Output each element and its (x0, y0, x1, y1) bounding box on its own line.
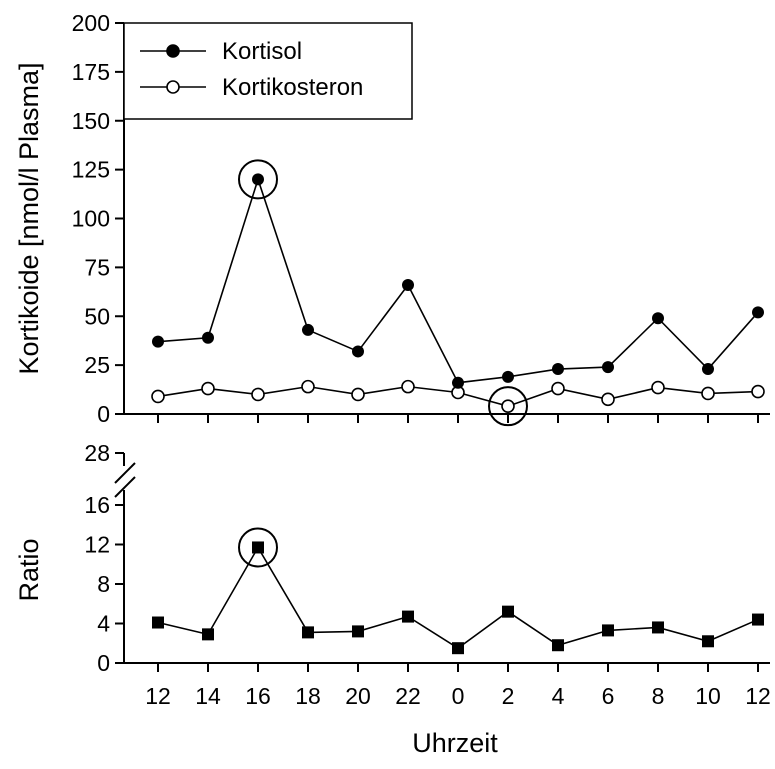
x-tick-label: 18 (295, 683, 321, 709)
kortisol-point (602, 361, 614, 374)
kortikosteron-point (751, 384, 765, 399)
x-tick-label: 6 (602, 683, 615, 709)
legend-kortisol: Kortisol (140, 38, 302, 65)
top-panel: 0 25 50 75 100 125 150 175 200 Kortikoide [nmol/l… (14, 10, 770, 427)
kortisol-point (252, 173, 264, 186)
bottom-y-axis-title: Ratio (14, 538, 44, 601)
bottom-y-tick-label: 28 (84, 440, 110, 466)
x-tick-label: 14 (195, 683, 221, 709)
kortisol-point (202, 331, 214, 344)
legend-kortikosteron-marker (166, 80, 180, 94)
ratio-point (602, 624, 614, 637)
kortisol-line (157, 176, 759, 384)
legend-kortikosteron: Kortikosteron (140, 74, 363, 101)
ratio-point (402, 610, 414, 623)
axis-break-mark (114, 462, 136, 484)
kortisol-point (152, 335, 164, 348)
top-y-tick-label: 25 (84, 352, 110, 378)
kortikosteron-point (501, 399, 515, 413)
x-tick-label: 10 (695, 683, 721, 709)
top-y-tick-label: 50 (84, 303, 110, 329)
x-tick-label: 16 (245, 683, 271, 709)
kortisol-point (752, 306, 764, 319)
x-tick-label: 12 (745, 683, 771, 709)
ratio-point (552, 639, 564, 652)
highlight-ring (238, 527, 278, 568)
kortikosteron-point (301, 379, 315, 394)
kortisol-point (452, 376, 464, 389)
ratio-point (152, 616, 164, 629)
ratio-point (752, 613, 764, 626)
bottom-y-tick-label: 4 (97, 611, 110, 637)
kortikosteron-point (701, 386, 715, 401)
kortikosteron-point (651, 380, 665, 395)
top-y-tick-label: 125 (72, 157, 110, 183)
kortikosteron-point (151, 389, 165, 404)
top-y-axis-title: Kortikoide [nmol/l Plasma] (14, 62, 44, 374)
top-y-tick-label: 100 (72, 206, 110, 232)
top-y-tick-label: 175 (72, 59, 110, 85)
kortikosteron-point (201, 381, 215, 396)
ratio-point (352, 625, 364, 638)
kortikosteron-point (351, 387, 365, 402)
kortisol-point (352, 345, 364, 358)
legend-kortikosteron-label: Kortikosteron (222, 74, 363, 101)
x-axis-tick-labels: 12 14 16 18 20 22 0 2 4 6 8 10 12 (145, 683, 771, 709)
legend-box (123, 22, 413, 120)
ratio-point (252, 541, 264, 554)
kortisol-point (652, 312, 664, 325)
ratio-point (302, 626, 314, 639)
kortikosteron-point (251, 387, 265, 402)
legend-kortisol-marker (166, 44, 180, 58)
x-tick-label: 12 (145, 683, 171, 709)
x-axis-title: Uhrzeit (412, 728, 498, 758)
highlight-ring (488, 386, 528, 427)
kortisol-point (702, 363, 714, 376)
top-y-tick-label: 0 (97, 401, 110, 427)
kortikosteron-point (601, 392, 615, 407)
bottom-y-tick-label: 8 (97, 571, 110, 597)
x-tick-label: 20 (345, 683, 371, 709)
top-y-tick-label: 75 (84, 254, 110, 280)
highlight-ring (238, 159, 278, 200)
x-tick-label: 0 (452, 683, 465, 709)
ratio-point (452, 642, 464, 655)
kortikosteron-point (401, 379, 415, 394)
ratio-point (502, 605, 514, 618)
ratio-point (652, 621, 664, 634)
x-tick-label: 22 (395, 683, 421, 709)
kortisol-point (302, 323, 314, 336)
x-tick-label: 4 (552, 683, 565, 709)
ratio-point (202, 628, 214, 641)
legend-kortisol-label: Kortisol (222, 38, 302, 65)
top-y-tick-label: 150 (72, 108, 110, 134)
bottom-y-tick-label: 16 (84, 492, 110, 518)
top-y-tick-label: 200 (72, 10, 110, 36)
x-tick-label: 2 (502, 683, 515, 709)
axis-break-mark (114, 476, 136, 498)
bottom-y-tick-label: 0 (97, 650, 110, 676)
bottom-panel: 28 0 4 8 12 16 Ratio (14, 440, 770, 676)
ratio-point (702, 635, 714, 648)
legend: Kortisol Kortikosteron (123, 22, 413, 120)
kortikosteron-point (551, 381, 565, 396)
bottom-y-tick-label: 12 (84, 532, 110, 558)
kortisol-point (402, 278, 414, 291)
x-tick-label: 8 (652, 683, 665, 709)
kortisol-point (502, 370, 514, 383)
kortisol-point (552, 363, 564, 376)
